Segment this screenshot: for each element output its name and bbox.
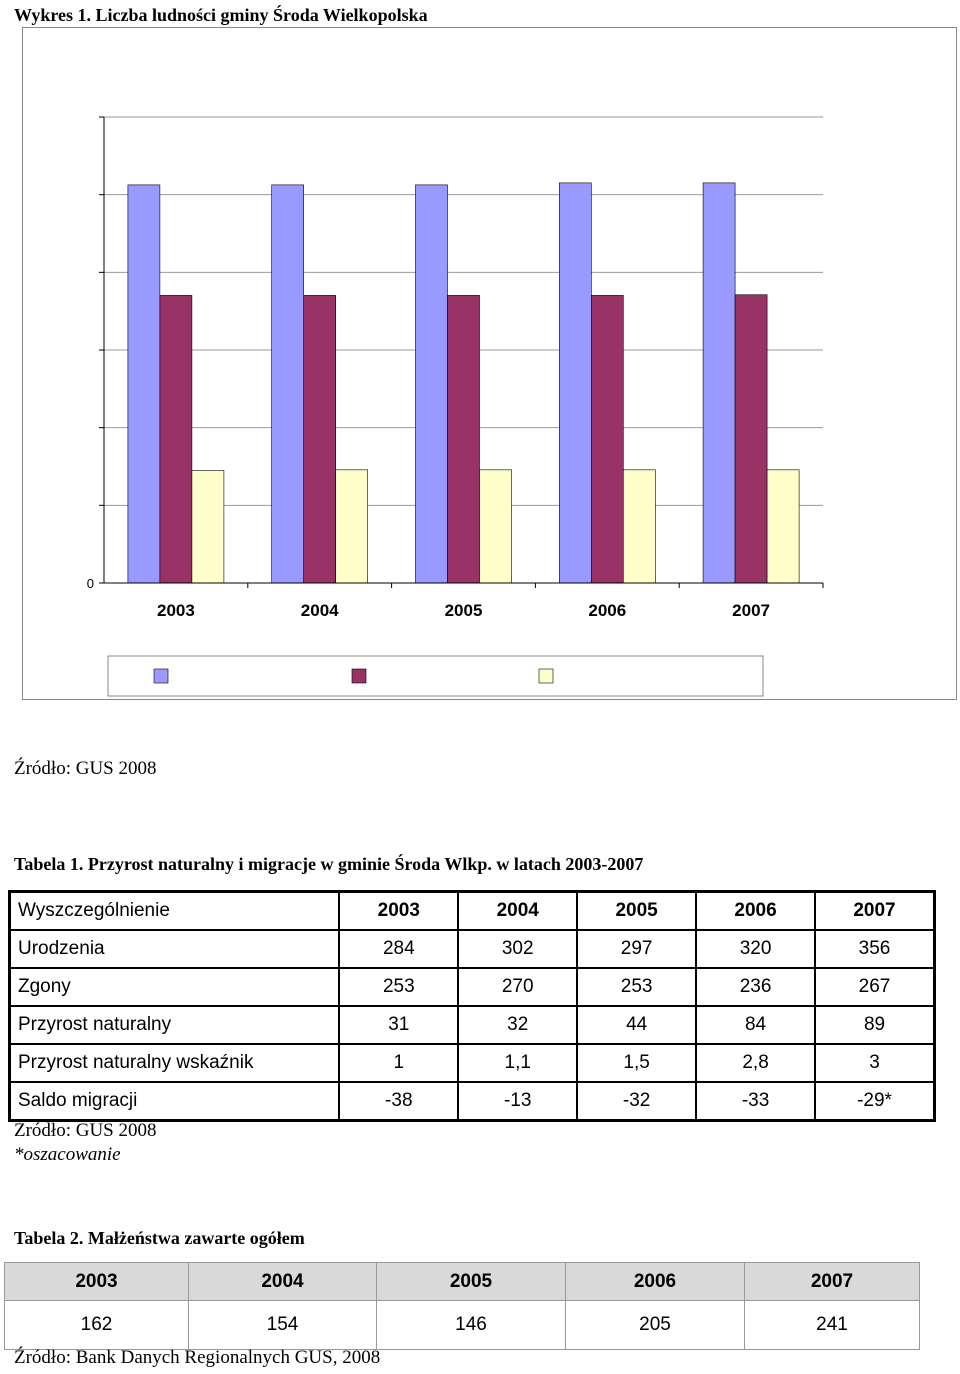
table-cell: -32 [576,1081,697,1122]
table1-footnote: *oszacowanie [14,1144,121,1165]
chart-title: Wykres 1. Liczba ludności gminy Środa Wi… [14,5,428,25]
row-label: Urodzenia [8,929,340,968]
table-cell: 356 [814,929,937,968]
row-label: Zgony [8,967,340,1006]
bar-2006-series-1 [558,182,592,584]
legend-swatch [538,668,554,684]
bar-2004-series-2 [303,295,337,584]
table-cell: 44 [576,1005,697,1044]
x-tick-label: 2005 [445,601,483,620]
chart-source: Źródło: GUS 2008 [14,758,157,779]
table-header-row: Wyszczególnienie 2003 2004 2005 2006 200… [8,890,937,930]
x-tick-label: 2004 [301,601,339,620]
table-cell: 1,5 [576,1043,697,1082]
table-cell: -33 [695,1081,816,1122]
table-row: Zgony 253 270 253 236 267 [8,967,937,1006]
table-cell: 253 [576,967,697,1006]
table-cell: 297 [576,929,697,968]
table-cell: 162 [4,1300,189,1350]
bar-2004-series-3 [335,469,369,584]
table-cell: 236 [695,967,816,1006]
bar-2003-series-2 [159,295,193,584]
bar-2005-series-2 [447,295,480,584]
table2-source: Źródło: Bank Danych Regionalnych GUS, 20… [14,1347,381,1368]
table-cell: 89 [814,1005,937,1044]
bar-2003-series-3 [191,470,225,584]
table-cell: 253 [338,967,459,1006]
table-cell: 205 [565,1300,745,1350]
table-cell: 302 [457,929,578,968]
table-row: Przyrost naturalny wskaźnik 1 1,1 1,5 2,… [8,1043,937,1082]
population-change-table: Wyszczególnienie 2003 2004 2005 2006 200… [8,890,937,1122]
table-cell: 146 [376,1300,566,1350]
legend-swatch [153,668,169,684]
table-row: Saldo migracji -38 -13 -32 -33 -29* [8,1081,937,1122]
chart-frame: 0 2003 2004 2005 2006 2007 [22,27,957,700]
header-cell: 2003 [338,890,459,930]
table-row: Przyrost naturalny 31 32 44 84 89 [8,1005,937,1044]
row-label: Przyrost naturalny [8,1005,340,1044]
table-cell: 270 [457,967,578,1006]
legend-box [107,655,764,697]
bar-2007-series-3 [766,469,800,584]
row-label: Saldo migracji [8,1081,340,1122]
bar-chart: 0 2003 2004 2005 2006 2007 [87,116,824,697]
bar-2006-series-3 [622,469,656,584]
table-cell: 84 [695,1005,816,1044]
header-cell: 2007 [744,1262,920,1301]
table-header-row: 2003 2004 2005 2006 2007 [4,1262,920,1301]
table-cell: -13 [457,1081,578,1122]
table-cell: 241 [744,1300,920,1350]
marriages-table: 2003 2004 2005 2006 2007 162 154 146 205… [4,1262,920,1350]
table-cell: 1,1 [457,1043,578,1082]
header-cell: 2005 [576,890,697,930]
bar-2004-series-1 [271,184,304,584]
bar-2007-series-2 [734,294,768,584]
row-label: Przyrost naturalny wskaźnik [8,1043,340,1082]
table-row: Urodzenia 284 302 297 320 356 [8,929,937,968]
header-cell: 2003 [4,1262,189,1301]
header-cell: 2006 [695,890,816,930]
table-cell: 2,8 [695,1043,816,1082]
table-cell: -29* [814,1081,937,1122]
x-tick-label: 2003 [157,601,195,620]
header-cell: 2006 [565,1262,745,1301]
legend-swatch [351,668,367,684]
table-cell: 320 [695,929,816,968]
table1-title: Tabela 1. Przyrost naturalny i migracje … [14,854,644,874]
chart-axes: 0 2003 2004 2005 2006 2007 [87,116,824,620]
y-tick-label: 0 [87,576,94,591]
bar-2005-series-1 [415,184,448,584]
header-cell: 2004 [457,890,578,930]
header-cell: 2004 [188,1262,377,1301]
x-tick-label: 2006 [588,601,626,620]
table1-source: Źródło: GUS 2008 [14,1120,157,1141]
table-cell: 154 [188,1300,377,1350]
table-cell: 31 [338,1005,459,1044]
table-cell: 1 [338,1043,459,1082]
header-cell: Wyszczególnienie [8,890,340,930]
x-tick-label: 2007 [732,601,770,620]
table-cell: -38 [338,1081,459,1122]
header-cell: 2007 [814,890,937,930]
table-cell: 267 [814,967,937,1006]
table-cell: 284 [338,929,459,968]
table-cell: 32 [457,1005,578,1044]
table-row: 162 154 146 205 241 [4,1300,920,1350]
bar-2006-series-2 [590,295,624,584]
table2-title: Tabela 2. Małżeństwa zawarte ogółem [14,1228,305,1248]
bar-2005-series-3 [479,469,512,584]
header-cell: 2005 [376,1262,566,1301]
chart-bars [127,182,800,584]
bar-2007-series-1 [702,182,736,584]
bar-2003-series-1 [127,184,161,584]
table-cell: 3 [814,1043,937,1082]
chart-legend [107,655,764,697]
